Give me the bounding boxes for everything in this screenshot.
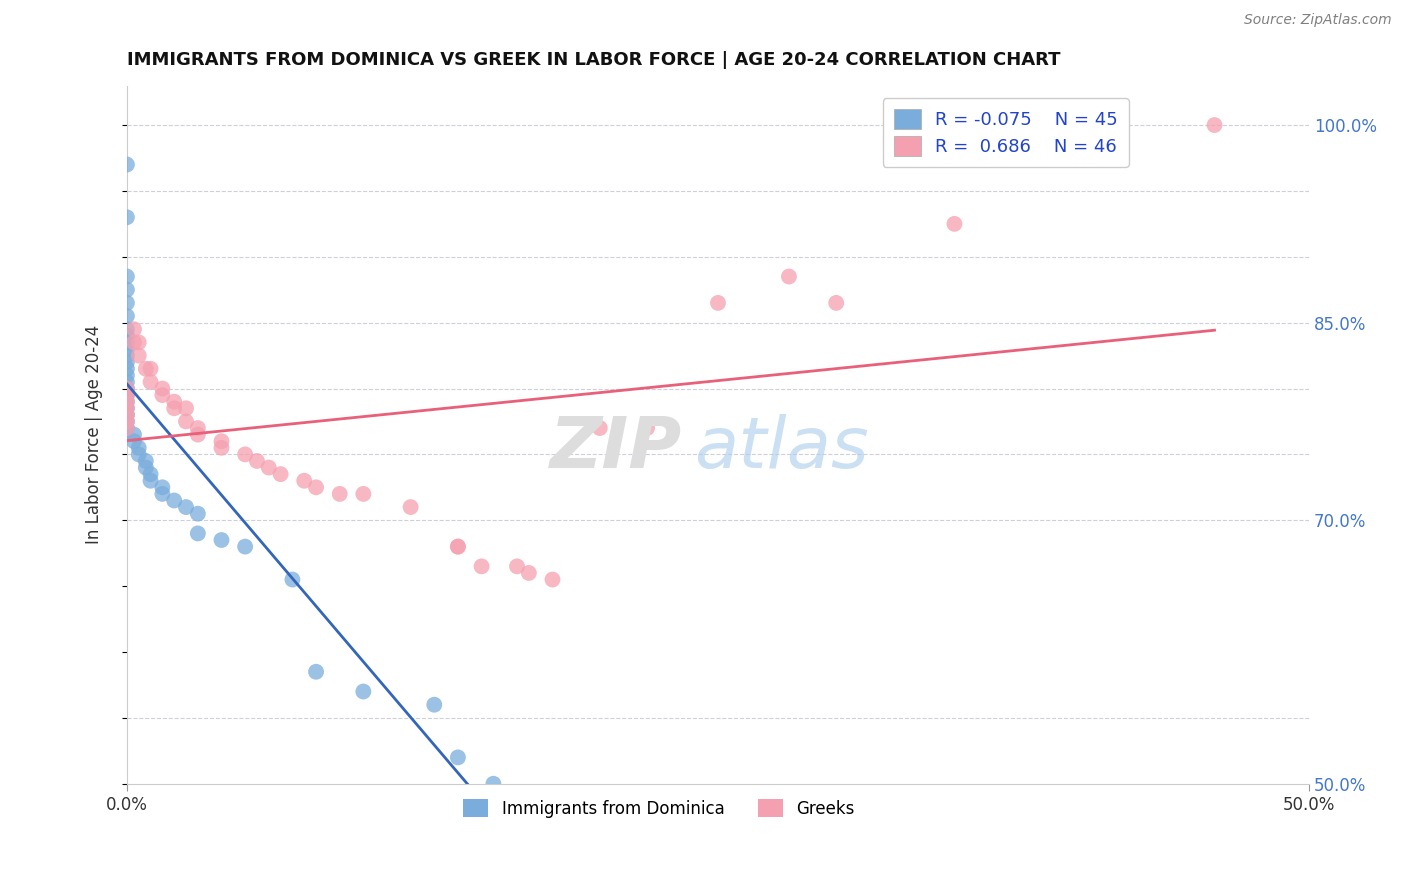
Point — [187, 526, 209, 541]
Point — [447, 540, 470, 554]
Point — [187, 507, 209, 521]
Point — [115, 342, 138, 356]
Point — [115, 328, 138, 343]
Point — [115, 408, 138, 422]
Point — [943, 217, 966, 231]
Point — [352, 487, 374, 501]
Point — [471, 559, 494, 574]
Point — [150, 480, 173, 494]
Text: ZIP: ZIP — [550, 414, 682, 483]
Point — [115, 335, 138, 350]
Point — [517, 789, 540, 804]
Point — [115, 394, 138, 409]
Point — [115, 408, 138, 422]
Point — [447, 750, 470, 764]
Point — [517, 566, 540, 580]
Point — [115, 401, 138, 416]
Point — [211, 533, 233, 547]
Text: IMMIGRANTS FROM DOMINICA VS GREEK IN LABOR FORCE | AGE 20-24 CORRELATION CHART: IMMIGRANTS FROM DOMINICA VS GREEK IN LAB… — [127, 51, 1060, 69]
Text: Source: ZipAtlas.com: Source: ZipAtlas.com — [1244, 13, 1392, 28]
Point — [128, 349, 150, 363]
Point — [139, 474, 162, 488]
Point — [233, 447, 256, 461]
Point — [305, 480, 328, 494]
Point — [115, 157, 138, 171]
Point — [115, 269, 138, 284]
Point — [115, 414, 138, 428]
Point — [305, 665, 328, 679]
Point — [211, 441, 233, 455]
Point — [122, 427, 145, 442]
Point — [163, 394, 186, 409]
Point — [115, 382, 138, 396]
Point — [150, 382, 173, 396]
Point — [174, 414, 197, 428]
Point — [589, 421, 612, 435]
Point — [150, 388, 173, 402]
Point — [352, 684, 374, 698]
Text: atlas: atlas — [695, 414, 869, 483]
Point — [128, 447, 150, 461]
Point — [135, 454, 157, 468]
Point — [825, 296, 848, 310]
Point — [139, 467, 162, 482]
Point — [122, 322, 145, 336]
Point — [281, 573, 304, 587]
Point — [115, 322, 138, 336]
Y-axis label: In Labor Force | Age 20-24: In Labor Force | Age 20-24 — [86, 325, 103, 544]
Point — [270, 467, 292, 482]
Legend: Immigrants from Dominica, Greeks: Immigrants from Dominica, Greeks — [457, 792, 860, 824]
Point — [150, 487, 173, 501]
Point — [246, 454, 269, 468]
Point — [257, 460, 280, 475]
Point — [115, 368, 138, 383]
Point — [1204, 118, 1226, 132]
Point — [163, 493, 186, 508]
Point — [135, 460, 157, 475]
Point — [115, 388, 138, 402]
Point — [128, 441, 150, 455]
Point — [115, 421, 138, 435]
Point — [233, 540, 256, 554]
Point — [115, 382, 138, 396]
Point — [211, 434, 233, 449]
Point — [707, 296, 730, 310]
Point — [139, 375, 162, 389]
Point — [174, 401, 197, 416]
Point — [174, 500, 197, 514]
Point — [115, 401, 138, 416]
Point — [139, 361, 162, 376]
Point — [292, 474, 315, 488]
Point — [399, 500, 422, 514]
Point — [122, 434, 145, 449]
Point — [115, 394, 138, 409]
Point — [115, 375, 138, 389]
Point — [482, 777, 505, 791]
Point — [135, 361, 157, 376]
Point — [187, 421, 209, 435]
Point — [115, 211, 138, 225]
Point — [163, 401, 186, 416]
Point — [115, 283, 138, 297]
Point — [115, 414, 138, 428]
Point — [423, 698, 446, 712]
Point — [447, 540, 470, 554]
Point — [115, 309, 138, 323]
Point — [187, 427, 209, 442]
Point — [115, 296, 138, 310]
Point — [636, 421, 658, 435]
Point — [115, 355, 138, 369]
Point — [122, 335, 145, 350]
Point — [506, 559, 529, 574]
Point — [329, 487, 352, 501]
Point — [115, 421, 138, 435]
Point — [128, 335, 150, 350]
Point — [778, 269, 800, 284]
Point — [115, 361, 138, 376]
Point — [115, 349, 138, 363]
Point — [115, 388, 138, 402]
Point — [541, 573, 564, 587]
